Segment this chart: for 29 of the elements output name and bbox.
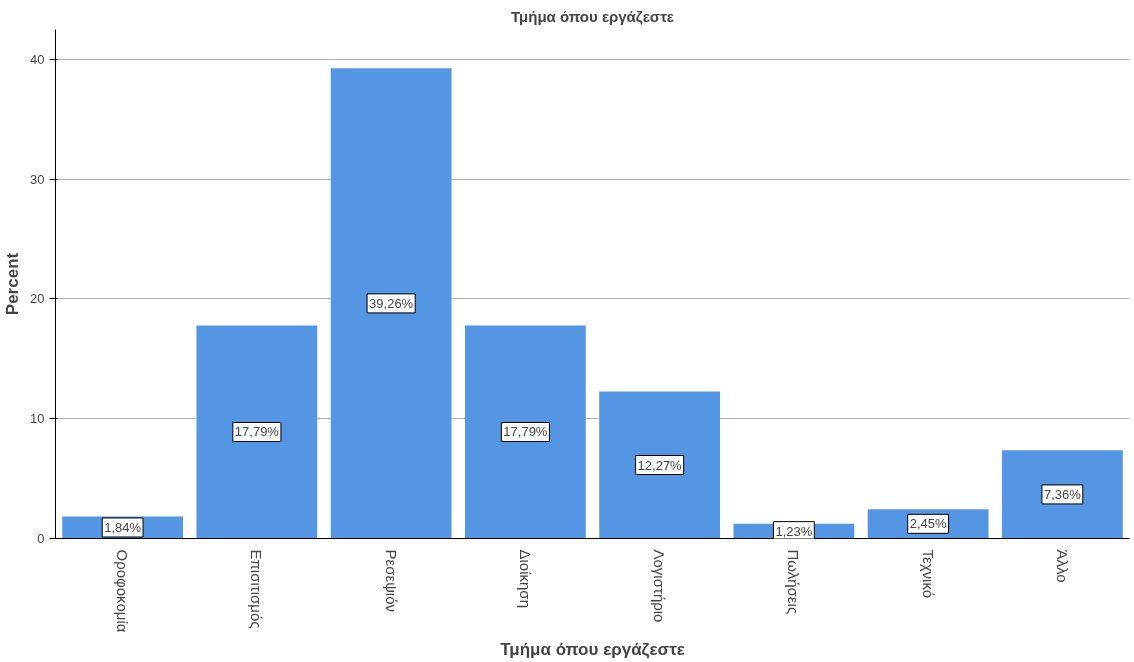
x-tick-label: Διοίκηση [516,549,534,608]
data-label: 12,27% [637,457,683,473]
y-tick-label: 10 [30,411,45,427]
bar [196,325,318,539]
data-label: 17,79% [234,424,280,440]
bar [330,68,452,539]
data-label: 1,23% [775,523,813,539]
x-axis-title: Τμήμα όπου εργάζεστε [500,640,685,660]
x-tick-label: Λογιστήριο [651,549,669,623]
x-tick-label: Πωλήσεις [785,549,803,615]
y-tick-label: 0 [37,531,45,546]
chart-title: Τμήμα όπου εργάζεστε [511,7,674,25]
y-tick-label: 40 [30,51,45,67]
bar [599,391,721,539]
bar [1001,450,1123,539]
x-tick-label: Ρεσεψιόν [382,549,400,613]
y-tick-label: 20 [30,291,45,307]
bar [464,325,586,539]
data-label: 1,84% [104,519,142,535]
x-tick-label: Επισιτισμός [248,549,266,629]
data-label: 39,26% [369,295,414,311]
y-axis-title: Percent [3,252,23,316]
x-tick-label: Άλλο [1053,549,1071,583]
data-label: 7,36% [1043,486,1082,502]
x-tick-label: Οροφοκομία [114,549,132,633]
y-tick-label: 30 [30,171,45,187]
x-tick-label: Τεχνικό [919,549,937,599]
data-label: 2,45% [909,516,947,532]
data-label: 17,79% [503,424,548,440]
